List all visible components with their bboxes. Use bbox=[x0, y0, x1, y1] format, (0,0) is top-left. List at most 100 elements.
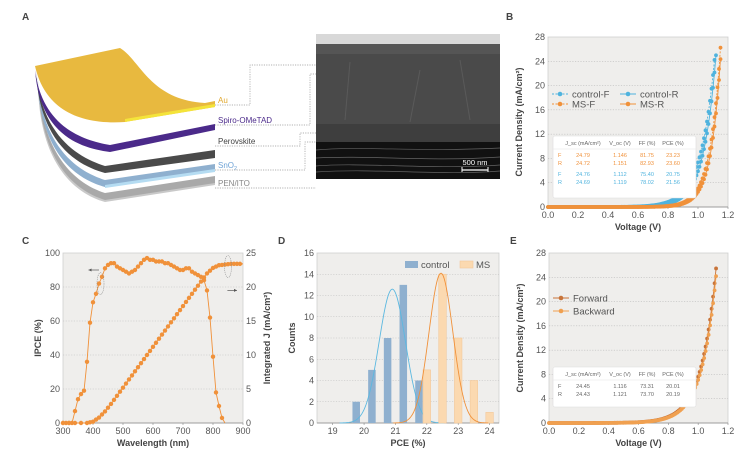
data-point bbox=[135, 264, 141, 269]
data-point bbox=[162, 328, 168, 333]
bar-ms bbox=[438, 273, 447, 424]
legend-label: control-R bbox=[640, 90, 679, 101]
data-point bbox=[105, 405, 111, 410]
layer-au-edge bbox=[125, 104, 215, 122]
arrow-right-head bbox=[234, 288, 237, 292]
table-header: J_sc (mA/cm²) bbox=[565, 141, 601, 147]
data-point bbox=[697, 164, 702, 169]
data-point bbox=[123, 381, 129, 386]
data-point bbox=[210, 354, 216, 359]
table-header: PCE (%) bbox=[662, 141, 684, 147]
x-tick-label: 0.2 bbox=[573, 426, 586, 436]
data-point bbox=[703, 172, 708, 177]
data-point bbox=[709, 145, 714, 150]
data-point bbox=[126, 377, 132, 382]
sem-image: 500 nm bbox=[315, 34, 501, 179]
data-point bbox=[213, 390, 219, 395]
data-point bbox=[75, 397, 81, 402]
table-cell: 1.121 bbox=[613, 392, 627, 398]
legend-label: Forward bbox=[573, 294, 608, 305]
y-tick-label: 8 bbox=[309, 333, 314, 343]
bar-ms bbox=[469, 380, 478, 424]
data-point bbox=[708, 154, 712, 158]
data-point bbox=[699, 149, 703, 154]
data-point bbox=[697, 187, 702, 192]
x-tick-label: 22 bbox=[422, 426, 432, 436]
legend-marker bbox=[558, 308, 564, 314]
bar-control bbox=[352, 401, 360, 423]
data-point bbox=[195, 283, 201, 288]
data-point bbox=[66, 420, 72, 426]
table-cell: 24.69 bbox=[576, 180, 590, 186]
x-tick-label: 0.4 bbox=[602, 210, 615, 220]
data-point bbox=[714, 274, 718, 279]
data-point bbox=[696, 160, 700, 165]
y-tick-label: 6 bbox=[309, 354, 314, 364]
data-point bbox=[699, 159, 703, 164]
data-point bbox=[718, 57, 723, 62]
data-point bbox=[204, 288, 210, 293]
table-cell: 1.112 bbox=[613, 172, 626, 178]
bar-ms bbox=[454, 337, 463, 424]
y-tick-label: 4 bbox=[309, 376, 314, 386]
table-cell: 1.119 bbox=[613, 180, 626, 186]
data-point bbox=[180, 303, 186, 309]
data-point bbox=[132, 369, 138, 374]
data-point bbox=[711, 301, 715, 306]
data-point bbox=[702, 136, 706, 141]
data-point bbox=[78, 420, 84, 426]
y-tick-label: 16 bbox=[304, 248, 314, 258]
data-point bbox=[87, 320, 93, 325]
legend-marker bbox=[558, 295, 564, 301]
table-cell: 1.116 bbox=[613, 384, 626, 390]
legend-marker bbox=[557, 101, 563, 107]
parameter-table bbox=[552, 366, 697, 408]
x-tick-label: 21 bbox=[390, 426, 400, 436]
table-cell: 24.76 bbox=[576, 172, 590, 178]
data-point bbox=[192, 287, 198, 292]
data-point bbox=[102, 266, 108, 271]
table-cell: 1.151 bbox=[613, 161, 627, 167]
data-point bbox=[153, 340, 159, 345]
data-point bbox=[159, 332, 165, 337]
y2-tick-label: 25 bbox=[246, 248, 256, 258]
data-point bbox=[186, 266, 192, 271]
data-point bbox=[709, 312, 714, 317]
data-point bbox=[78, 391, 84, 397]
data-point bbox=[697, 155, 702, 160]
table-scan: F bbox=[558, 153, 562, 159]
x-tick-label: 0.6 bbox=[632, 426, 645, 436]
data-point bbox=[201, 275, 207, 280]
data-point bbox=[705, 341, 710, 346]
x-tick-label: 0.2 bbox=[572, 210, 585, 220]
x-tick-label: 700 bbox=[175, 426, 190, 436]
data-point bbox=[715, 96, 720, 100]
data-point bbox=[702, 147, 706, 152]
data-point bbox=[138, 261, 144, 266]
data-point bbox=[81, 388, 87, 393]
bar-ms bbox=[485, 412, 494, 424]
data-point bbox=[207, 315, 213, 320]
legend-label: MS bbox=[476, 260, 490, 271]
y-tick-label: 12 bbox=[304, 291, 314, 301]
y2-tick-label: 5 bbox=[246, 384, 251, 394]
x-tick-label: 0.4 bbox=[602, 426, 615, 436]
data-point bbox=[702, 356, 707, 360]
data-point bbox=[699, 368, 704, 372]
x-tick-label: 20 bbox=[359, 426, 369, 436]
arrow-left-head bbox=[88, 268, 92, 272]
panel-label-e: E bbox=[510, 236, 517, 247]
data-point bbox=[706, 332, 711, 337]
y-tick-label: 100 bbox=[45, 248, 60, 258]
table-header: FF (%) bbox=[639, 141, 656, 147]
legend-swatch bbox=[459, 260, 474, 269]
y-tick-label: 20 bbox=[535, 81, 545, 91]
layer-au bbox=[35, 48, 215, 123]
data-point bbox=[696, 377, 701, 382]
parameter-table bbox=[552, 135, 697, 199]
y-tick-label: 28 bbox=[535, 32, 545, 42]
x-tick-label: 1.0 bbox=[692, 426, 705, 436]
data-point bbox=[708, 323, 712, 328]
data-point bbox=[108, 401, 114, 407]
